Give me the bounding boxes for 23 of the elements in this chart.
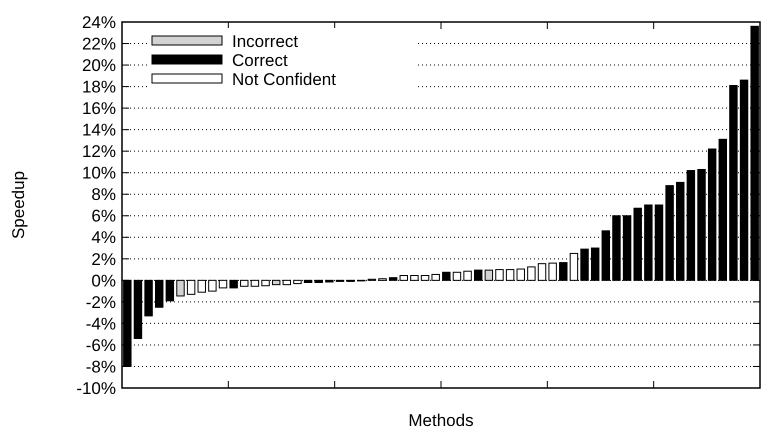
y-tick-label: 20% <box>82 56 116 76</box>
y-tick-label: -4% <box>86 314 116 334</box>
y-tick-label: -2% <box>86 292 116 312</box>
y-tick-label: -10% <box>76 378 116 398</box>
legend-label: Incorrect <box>232 32 298 51</box>
y-tick-label: 14% <box>82 120 116 140</box>
y-tick-label: 10% <box>82 164 116 183</box>
y-tick-label: -6% <box>86 336 116 355</box>
y-tick-label: 22% <box>82 34 116 54</box>
y-axis-title: Speedup <box>9 170 28 240</box>
legend-label: Correct <box>232 50 288 70</box>
y-tick-label: 6% <box>91 206 116 226</box>
y-tick-label: 4% <box>91 228 116 248</box>
y-tick-label: 24% <box>82 12 116 32</box>
legend-label: Not Confident <box>232 70 336 89</box>
y-tick-label: 0% <box>91 271 116 290</box>
x-axis-title: Methods <box>408 411 474 430</box>
y-tick-label: 12% <box>82 142 116 162</box>
y-tick-label: 8% <box>91 185 116 204</box>
y-tick-label: -8% <box>86 357 116 376</box>
y-tick-label: 16% <box>82 99 116 118</box>
y-tick-label: 2% <box>91 250 116 269</box>
y-tick-label: 18% <box>82 78 116 97</box>
